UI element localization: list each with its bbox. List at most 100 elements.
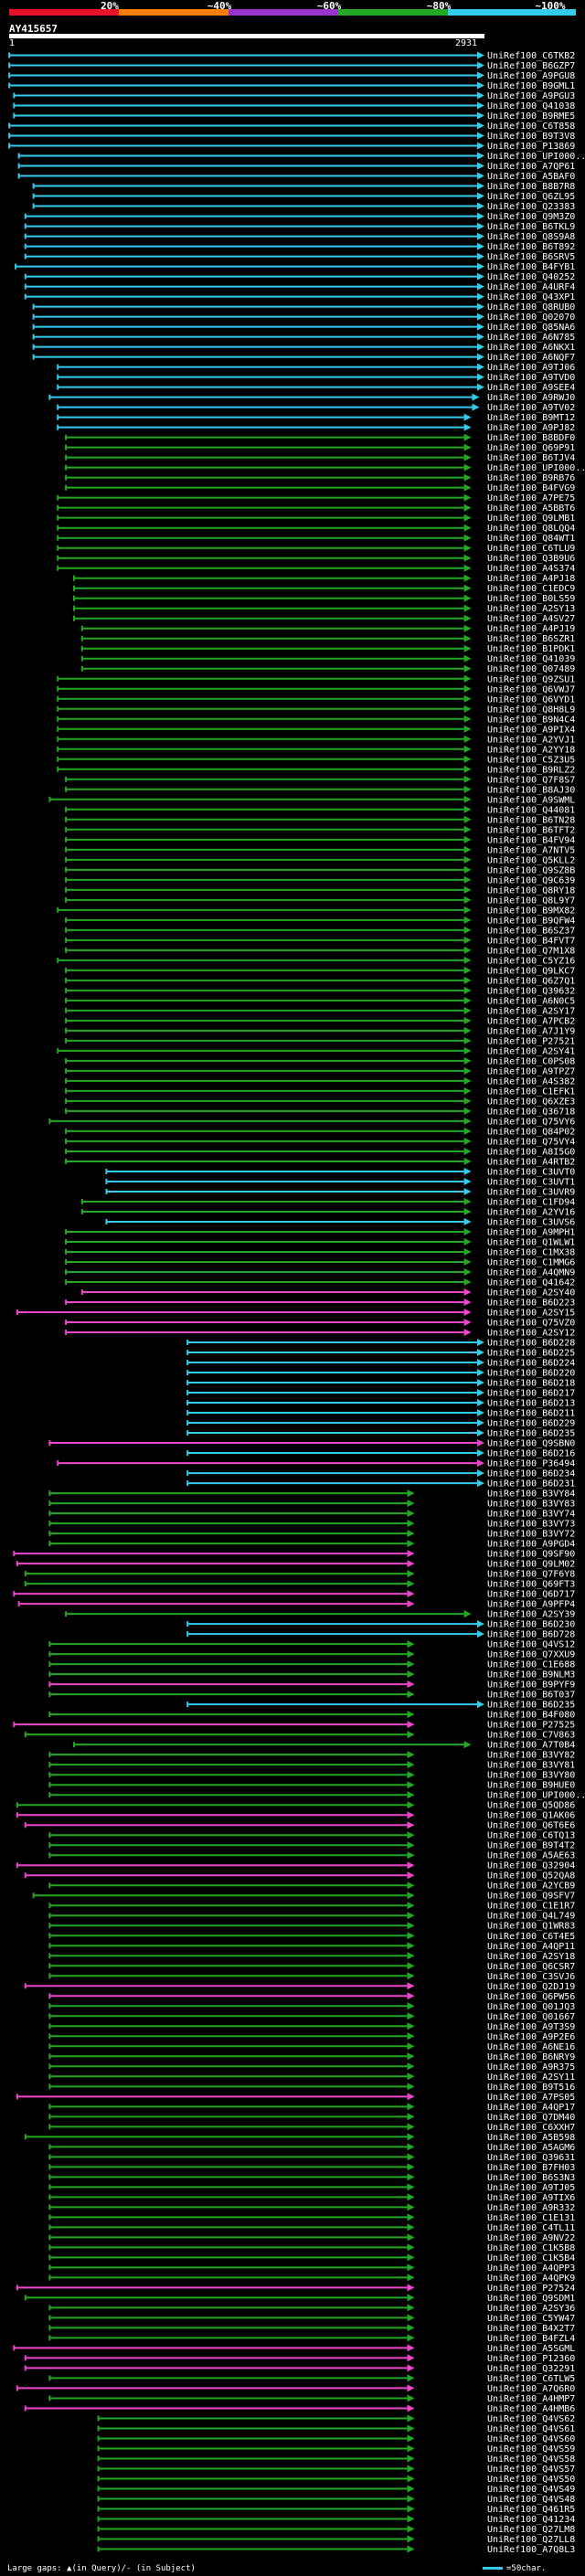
hit-row[interactable]: UniRef100_A9PJ82: [57, 423, 575, 433]
hit-row[interactable]: UniRef100_B9GML1: [8, 81, 575, 91]
hit-row[interactable]: UniRef100_Q36718: [65, 1107, 575, 1117]
hit-label[interactable]: UniRef100_A6N785: [487, 333, 575, 343]
hit-row[interactable]: UniRef100_Q1WR83: [48, 1922, 575, 1932]
hit-row[interactable]: UniRef100_A9R332: [48, 2203, 575, 2213]
hit-row[interactable]: UniRef100_Q23383: [32, 202, 576, 212]
hit-row[interactable]: UniRef100_Q4VS60: [97, 2434, 576, 2444]
hit-label[interactable]: UniRef100_A7NTV5: [487, 845, 575, 855]
hit-label[interactable]: UniRef100_Q75VZ0: [487, 1319, 575, 1329]
hit-label[interactable]: UniRef100_B9GML1: [487, 81, 575, 91]
hit-row[interactable]: UniRef100_A9TPZ7: [65, 1066, 575, 1076]
hit-row[interactable]: UniRef100_B6D213: [186, 1399, 575, 1409]
hit-row[interactable]: UniRef100_A4HMB6: [24, 2404, 576, 2414]
hit-label[interactable]: UniRef100_A9PGU3: [487, 91, 575, 101]
hit-row[interactable]: UniRef100_C1MX38: [65, 1247, 575, 1257]
hit-label[interactable]: UniRef100_A6NQF7: [487, 353, 575, 363]
hit-label[interactable]: UniRef100_A9PIX4: [487, 725, 575, 735]
hit-row[interactable]: UniRef100_A6N0C5: [65, 996, 575, 1006]
hit-row[interactable]: UniRef100_A2SY41: [57, 1046, 575, 1056]
hit-row[interactable]: UniRef100_B6TFT2: [65, 825, 575, 835]
hit-label[interactable]: UniRef100_A2SY15: [487, 1309, 575, 1319]
hit-label[interactable]: UniRef100_Q07489: [487, 664, 575, 674]
hit-label[interactable]: UniRef100_A9P2E6: [487, 2032, 575, 2042]
hit-label[interactable]: UniRef100_B3VY72: [487, 1530, 575, 1540]
hit-row[interactable]: UniRef100_C3UVR9: [105, 1187, 575, 1197]
hit-label[interactable]: UniRef100_B4F080: [487, 1711, 575, 1721]
hit-row[interactable]: UniRef100_Q4VS59: [97, 2444, 576, 2454]
hit-label[interactable]: UniRef100_C1EDC9: [487, 584, 575, 594]
hit-row[interactable]: UniRef100_P36494: [57, 1459, 575, 1469]
hit-label[interactable]: UniRef100_B3VY81: [487, 1761, 575, 1771]
hit-row[interactable]: UniRef100_Q41234: [97, 2515, 576, 2525]
hit-label[interactable]: UniRef100_Q4VS57: [487, 2465, 575, 2475]
hit-label[interactable]: UniRef100_Q4VS59: [487, 2444, 575, 2454]
hit-label[interactable]: UniRef100_Q4VS49: [487, 2485, 575, 2495]
hit-row[interactable]: UniRef100_B9RLZ2: [57, 765, 575, 775]
hit-row[interactable]: UniRef100_A9MPH1: [65, 1227, 575, 1237]
hit-row[interactable]: UniRef100_UPI000...: [48, 1791, 585, 1801]
hit-row[interactable]: UniRef100_C1E1R7: [48, 1902, 575, 1912]
hit-row[interactable]: UniRef100_Q7F8S7: [65, 775, 575, 785]
hit-row[interactable]: UniRef100_A2SY36: [48, 2304, 575, 2314]
hit-label[interactable]: UniRef100_Q02070: [487, 313, 575, 323]
hit-row[interactable]: UniRef100_A4RTB2: [65, 1157, 575, 1167]
hit-label[interactable]: UniRef100_Q9M3Z0: [487, 212, 575, 222]
hit-row[interactable]: UniRef100_A2YCB9: [48, 1882, 575, 1892]
hit-row[interactable]: UniRef100_B9RB76: [65, 473, 575, 483]
hit-row[interactable]: UniRef100_B6D223: [65, 1299, 575, 1309]
hit-row[interactable]: UniRef100_B6SZR1: [80, 634, 575, 644]
hit-row[interactable]: UniRef100_A7J1Y9: [65, 1026, 575, 1036]
hit-label[interactable]: UniRef100_C3UVS6: [487, 1217, 575, 1227]
hit-row[interactable]: UniRef100_Q1WLW1: [65, 1237, 575, 1247]
hit-label[interactable]: UniRef100_Q7F8S7: [487, 775, 575, 785]
hit-row[interactable]: UniRef100_B9QFW4: [65, 916, 575, 926]
hit-row[interactable]: UniRef100_Q07489: [80, 664, 575, 674]
hit-label[interactable]: UniRef100_B6D229: [487, 1419, 575, 1429]
hit-label[interactable]: UniRef100_B6D234: [487, 1469, 575, 1479]
hit-row[interactable]: UniRef100_B4F080: [48, 1711, 575, 1721]
hit-label[interactable]: UniRef100_B6TJV4: [487, 453, 575, 463]
hit-label[interactable]: UniRef100_A4PJ19: [487, 624, 575, 634]
hit-label[interactable]: UniRef100_B9T516: [487, 2083, 575, 2093]
hit-label[interactable]: UniRef100_A2SY39: [487, 1610, 575, 1620]
hit-label[interactable]: UniRef100_A4S374: [487, 564, 575, 574]
hit-label[interactable]: UniRef100_B6TN28: [487, 815, 575, 825]
hit-label[interactable]: UniRef100_B9RME5: [487, 111, 575, 122]
hit-label[interactable]: UniRef100_B6T037: [487, 1691, 575, 1701]
hit-label[interactable]: UniRef100_A4PJ18: [487, 574, 575, 584]
hit-row[interactable]: UniRef100_C1MMG6: [65, 1257, 575, 1267]
hit-row[interactable]: UniRef100_Q3B9U6: [57, 554, 575, 564]
hit-label[interactable]: UniRef100_Q41234: [487, 2515, 575, 2525]
hit-row[interactable]: UniRef100_B6T037: [48, 1691, 575, 1701]
hit-label[interactable]: UniRef100_C3UVT0: [487, 1167, 575, 1177]
hit-row[interactable]: UniRef100_C5YZ16: [57, 956, 575, 966]
hit-label[interactable]: UniRef100_A9R332: [487, 2203, 575, 2213]
hit-row[interactable]: UniRef100_A2SY18: [48, 1952, 575, 1962]
hit-label[interactable]: UniRef100_C1E688: [487, 1660, 575, 1670]
hit-label[interactable]: UniRef100_Q9LM02: [487, 1560, 575, 1570]
hit-row[interactable]: UniRef100_Q4VS61: [97, 2424, 576, 2434]
hit-label[interactable]: UniRef100_Q9ZSU1: [487, 674, 575, 684]
hit-row[interactable]: UniRef100_Q01667: [48, 2012, 575, 2022]
hit-row[interactable]: UniRef100_Q39631: [48, 2153, 575, 2163]
hit-row[interactable]: UniRef100_A7PCB2: [65, 1016, 575, 1026]
hit-row[interactable]: UniRef100_C6TLU9: [57, 544, 575, 554]
hit-label[interactable]: UniRef100_C6TLU9: [487, 544, 575, 554]
hit-label[interactable]: UniRef100_Q9SFV7: [487, 1892, 575, 1902]
hit-row[interactable]: UniRef100_A4S374: [57, 564, 575, 574]
hit-label[interactable]: UniRef100_B9N4C4: [487, 715, 575, 725]
hit-label[interactable]: UniRef100_C6TQ13: [487, 1831, 575, 1841]
hit-label[interactable]: UniRef100_P13869: [487, 142, 575, 152]
hit-label[interactable]: UniRef100_A4HMP7: [487, 2394, 575, 2404]
hit-row[interactable]: UniRef100_B6D216: [186, 1449, 575, 1459]
hit-label[interactable]: UniRef100_Q6T6E6: [487, 1821, 575, 1831]
hit-row[interactable]: UniRef100_UPI000...: [65, 463, 585, 473]
hit-label[interactable]: UniRef100_B9MX82: [487, 906, 575, 916]
hit-row[interactable]: UniRef100_B7FH03: [48, 2163, 575, 2173]
hit-row[interactable]: UniRef100_Q1AK06: [16, 1811, 575, 1821]
hit-row[interactable]: UniRef100_B3VY82: [48, 1751, 575, 1761]
hit-row[interactable]: UniRef100_A2SY12: [65, 1329, 575, 1339]
hit-label[interactable]: UniRef100_Q461R5: [487, 2505, 575, 2515]
hit-row[interactable]: UniRef100_B6D228: [186, 1339, 575, 1349]
hit-row[interactable]: UniRef100_Q39632: [65, 986, 575, 996]
